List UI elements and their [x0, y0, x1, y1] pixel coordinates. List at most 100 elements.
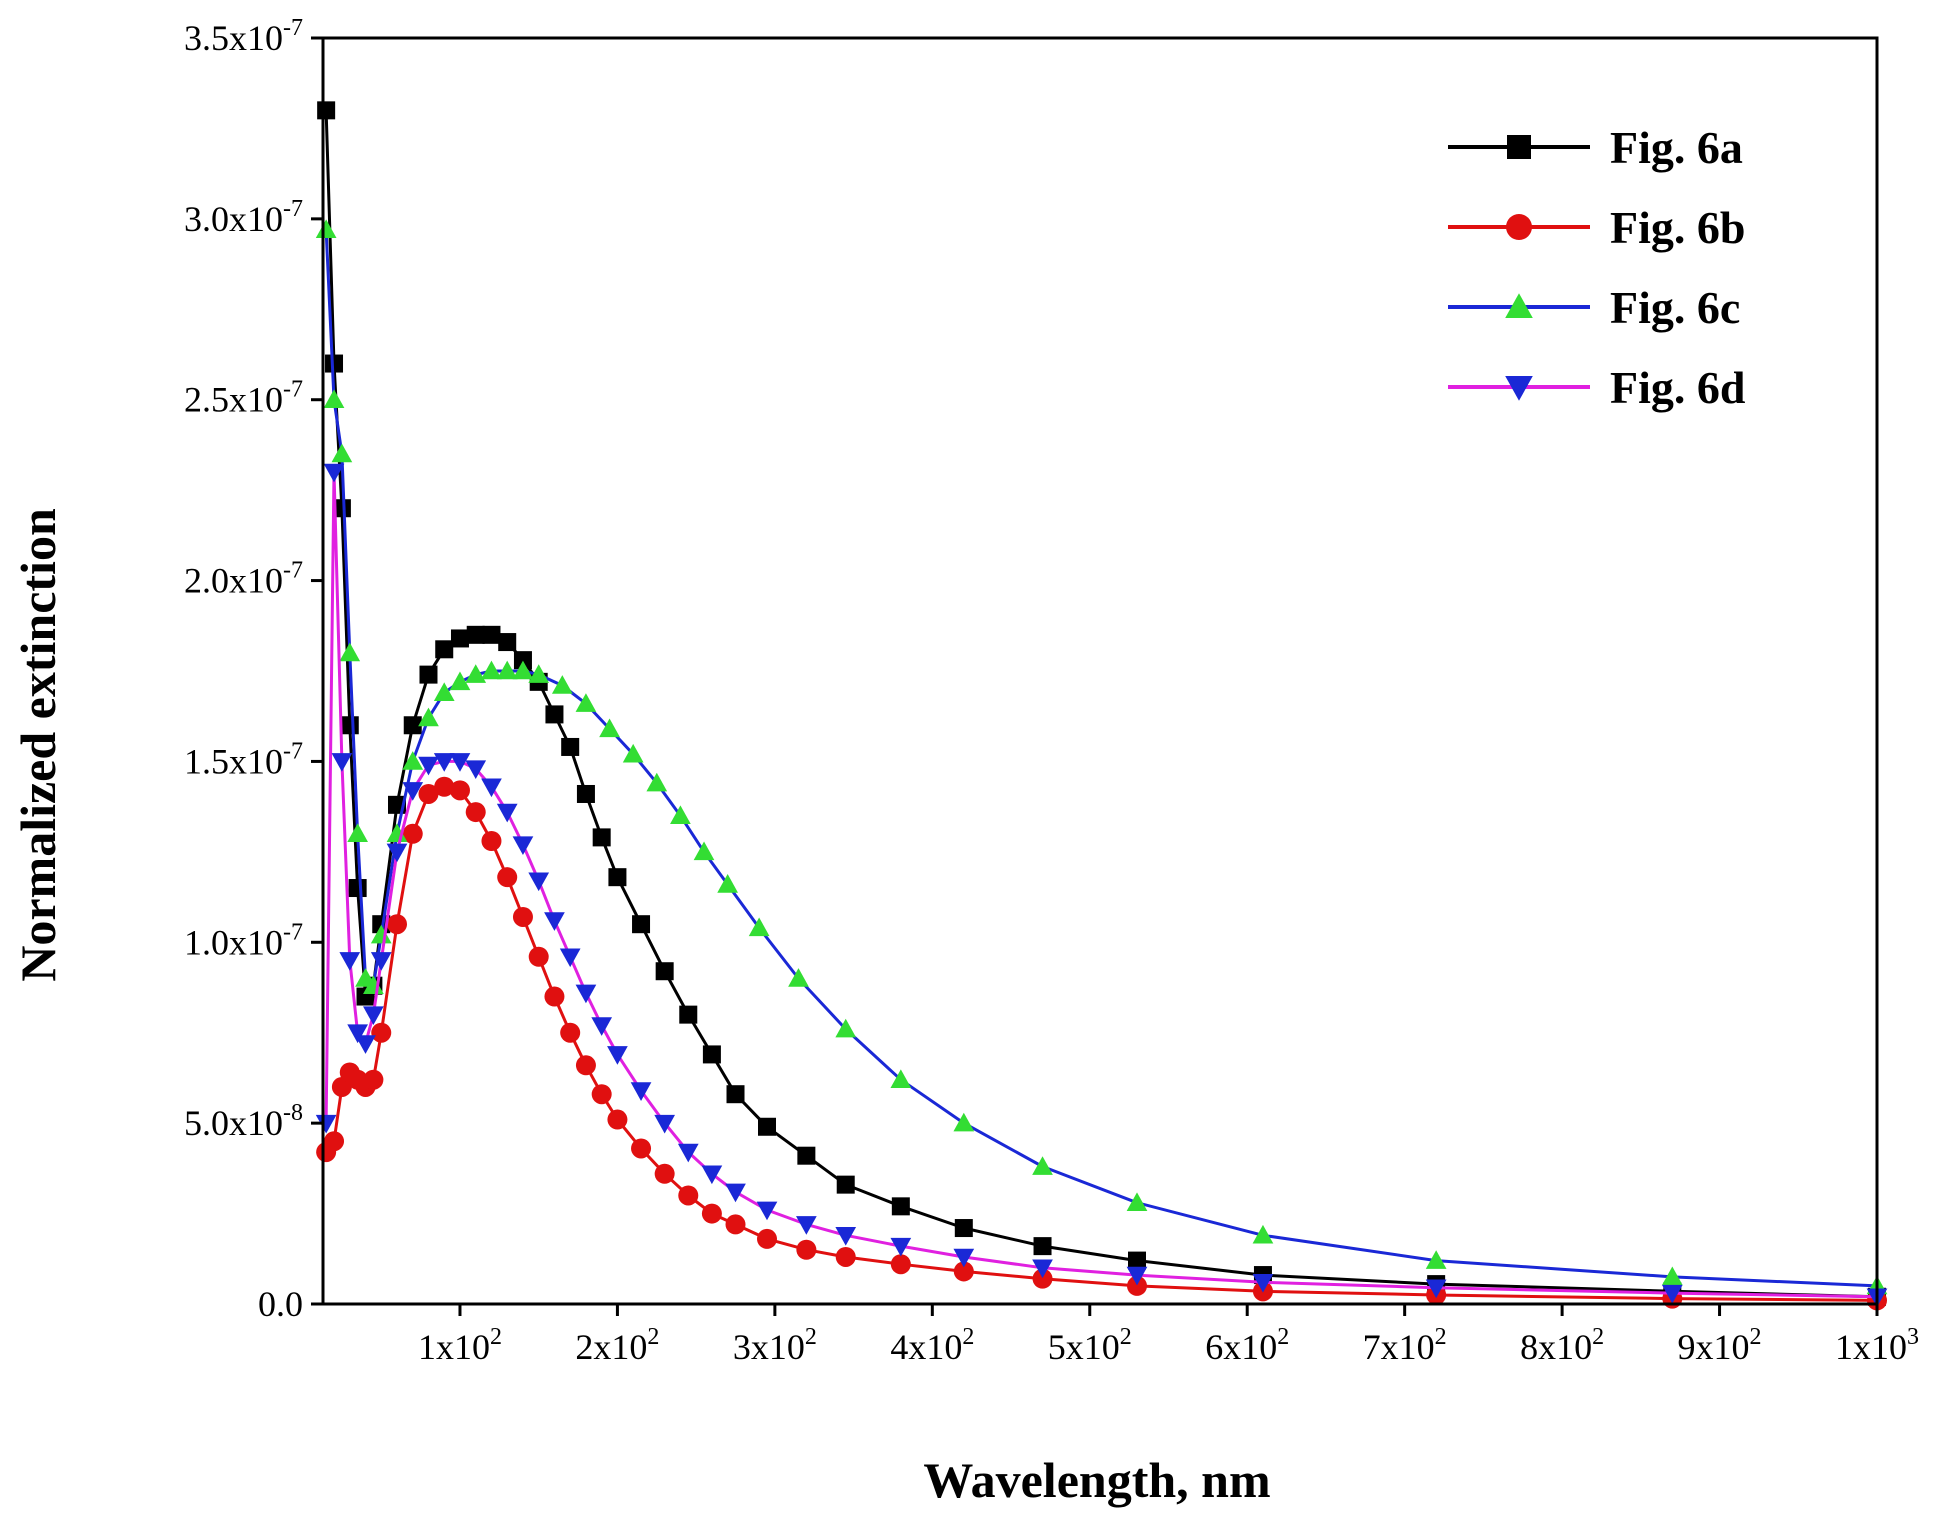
data-point: [560, 1022, 581, 1043]
y-tick-label: 2.0x10-7: [184, 558, 303, 601]
legend-label: Fig. 6a: [1610, 122, 1743, 173]
data-point: [654, 1114, 676, 1134]
data-point: [646, 772, 668, 792]
data-point: [757, 1228, 777, 1249]
y-tick-label: 3.5x10-7: [184, 15, 303, 58]
data-point: [355, 1035, 376, 1054]
data-point: [679, 1005, 698, 1024]
data-point: [402, 751, 424, 770]
data-point: [433, 682, 455, 701]
y-tick-label: 0.0: [258, 1284, 303, 1324]
data-point: [419, 665, 438, 684]
data-point: [797, 1146, 816, 1165]
data-point: [371, 1022, 392, 1043]
data-point: [496, 660, 518, 680]
y-tick-label: 3.0x10-7: [184, 196, 303, 239]
data-point: [347, 823, 368, 843]
y-tick-label: 1.0x10-7: [184, 919, 303, 962]
x-tick-label: 7x102: [1363, 1324, 1447, 1367]
data-point: [796, 1216, 817, 1235]
data-point: [465, 664, 487, 683]
data-point: [758, 1117, 776, 1136]
series-4: [315, 463, 1888, 1308]
data-point: [576, 784, 595, 803]
data-point: [1032, 1259, 1053, 1279]
data-point: [836, 1175, 855, 1194]
data-point: [433, 753, 455, 772]
data-point: [449, 780, 470, 801]
x-tick-label: 3x102: [733, 1324, 817, 1367]
data-point: [496, 803, 518, 823]
data-point: [748, 917, 770, 937]
data-point: [1032, 1156, 1053, 1175]
data-point: [607, 1046, 628, 1065]
data-point: [513, 651, 532, 670]
legend-marker: [1507, 135, 1531, 159]
data-point: [677, 1143, 699, 1163]
x-tick-label: 2x102: [575, 1324, 659, 1367]
data-point: [599, 718, 620, 738]
data-point: [325, 354, 344, 373]
data-point: [835, 1246, 856, 1267]
data-point: [835, 1018, 857, 1038]
data-point: [370, 924, 392, 944]
data-point: [435, 640, 454, 659]
data-point: [1425, 1250, 1447, 1269]
data-point: [544, 986, 565, 1007]
data-point: [315, 219, 337, 238]
legend: Fig. 6a Fig. 6b Fig. 6c Fig. 6d: [1448, 122, 1746, 413]
data-point: [482, 625, 501, 644]
legend-label: Fig. 6c: [1610, 282, 1740, 333]
series-3: [315, 219, 1888, 1295]
x-tick-label: 1x103: [1835, 1324, 1919, 1367]
data-point: [512, 660, 534, 680]
data-point: [1032, 1268, 1053, 1289]
data-point: [655, 962, 674, 981]
data-point: [591, 1084, 612, 1105]
y-tick-label: 5.0x10-8: [184, 1100, 303, 1143]
data-point: [1661, 1266, 1683, 1286]
data-point: [363, 1069, 384, 1090]
data-point: [702, 1045, 721, 1064]
y-tick-label: 2.5x10-7: [184, 377, 303, 420]
data-point: [402, 823, 423, 844]
data-point: [1128, 1251, 1146, 1270]
x-axis-title: Wavelength, nm: [923, 1452, 1270, 1508]
data-point: [339, 952, 361, 971]
data-point: [465, 802, 486, 823]
data-point: [1661, 1284, 1683, 1304]
data-point: [575, 1055, 596, 1076]
data-point: [544, 912, 565, 931]
data-point: [630, 1082, 652, 1101]
data-point: [559, 948, 581, 968]
data-point: [434, 776, 455, 797]
axes: 0.0 5.0x10-8 1.0x10-7 1.5x10-7 2.0x10-7 2.5x1…: [184, 15, 1919, 1367]
legend-marker: [1505, 293, 1533, 319]
x-tick-label: 4x102: [890, 1324, 974, 1367]
series-2: [316, 776, 1887, 1311]
data-point: [607, 1109, 628, 1130]
data-point: [347, 1024, 368, 1044]
data-point: [339, 642, 361, 662]
data-point: [403, 716, 422, 735]
data-point: [953, 1248, 975, 1268]
data-point: [418, 783, 439, 804]
series-layer: [315, 101, 1888, 1311]
data-point: [315, 1114, 337, 1134]
data-point: [545, 705, 564, 724]
data-point: [1252, 1224, 1274, 1244]
data-point: [418, 707, 439, 727]
data-point: [324, 1131, 345, 1152]
data-point: [575, 984, 597, 1004]
data-point: [561, 737, 580, 756]
series-line: [324, 470, 1878, 1299]
data-point: [890, 1237, 912, 1257]
data-point: [725, 1183, 746, 1203]
data-point: [481, 778, 502, 798]
data-point: [796, 1239, 817, 1260]
data-point: [693, 841, 715, 861]
data-point: [363, 1006, 384, 1025]
data-point: [953, 1112, 975, 1132]
data-point: [717, 874, 738, 893]
